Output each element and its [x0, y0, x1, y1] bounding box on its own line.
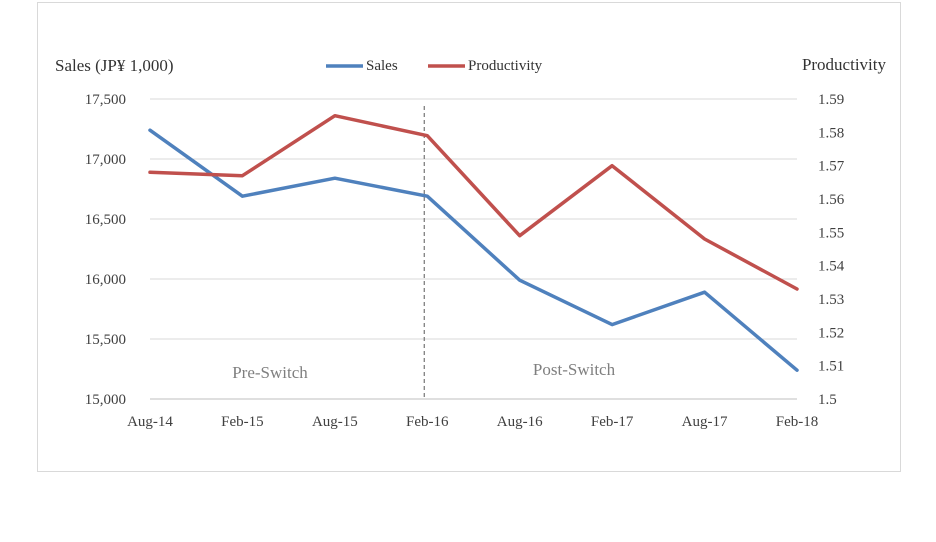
left-tick-label: 16,500	[85, 212, 126, 228]
left-axis-title: Sales (JP¥ 1,000)	[55, 56, 174, 75]
post-switch-label: Post-Switch	[533, 360, 616, 379]
right-tick-label: 1.51	[818, 359, 844, 375]
legend-sales-label: Sales	[366, 58, 398, 74]
x-tick-label: Aug-14	[127, 414, 173, 430]
left-tick-label: 17,000	[85, 152, 126, 168]
legend: Sales Productivity	[326, 58, 543, 74]
right-tick-label: 1.55	[818, 225, 844, 241]
x-tick-label: Aug-15	[312, 414, 358, 430]
x-axis-tick-labels: Aug-14 Feb-15 Aug-15 Feb-16 Aug-16 Feb-17 Aug-…	[127, 414, 818, 430]
x-tick-label: Feb-17	[591, 414, 634, 430]
right-axis-title: Productivity	[802, 55, 887, 74]
left-tick-label: 17,500	[85, 92, 126, 108]
right-tick-label: 1.54	[818, 259, 845, 275]
right-tick-label: 1.58	[818, 125, 844, 141]
series-line-productivity	[148, 113, 799, 291]
right-tick-label: 1.57	[818, 159, 845, 175]
left-tick-label: 15,500	[85, 332, 126, 348]
x-tick-label: Aug-17	[682, 414, 728, 430]
gridlines	[150, 98, 797, 400]
pre-switch-label: Pre-Switch	[232, 363, 308, 382]
series-line-sales	[148, 128, 799, 372]
right-tick-label: 1.5	[818, 392, 837, 408]
right-tick-label: 1.56	[818, 192, 845, 208]
right-tick-label: 1.53	[818, 292, 844, 308]
x-tick-label: Aug-16	[497, 414, 543, 430]
chart-frame	[37, 2, 901, 472]
left-axis-tick-labels: 15,000 15,500 16,000 16,500 17,000 17,500	[85, 92, 126, 408]
x-tick-label: Feb-16	[406, 414, 449, 430]
series-lines	[148, 113, 799, 372]
x-tick-label: Feb-15	[221, 414, 264, 430]
left-tick-label: 15,000	[85, 392, 126, 408]
legend-productivity-label: Productivity	[468, 58, 543, 74]
left-tick-label: 16,000	[85, 272, 126, 288]
right-tick-label: 1.52	[818, 325, 844, 341]
right-axis-tick-labels: 1.5 1.51 1.52 1.53 1.54 1.55 1.56 1.57 1.58 1.59	[818, 92, 845, 408]
right-tick-label: 1.59	[818, 92, 844, 108]
x-tick-label: Feb-18	[776, 414, 819, 430]
